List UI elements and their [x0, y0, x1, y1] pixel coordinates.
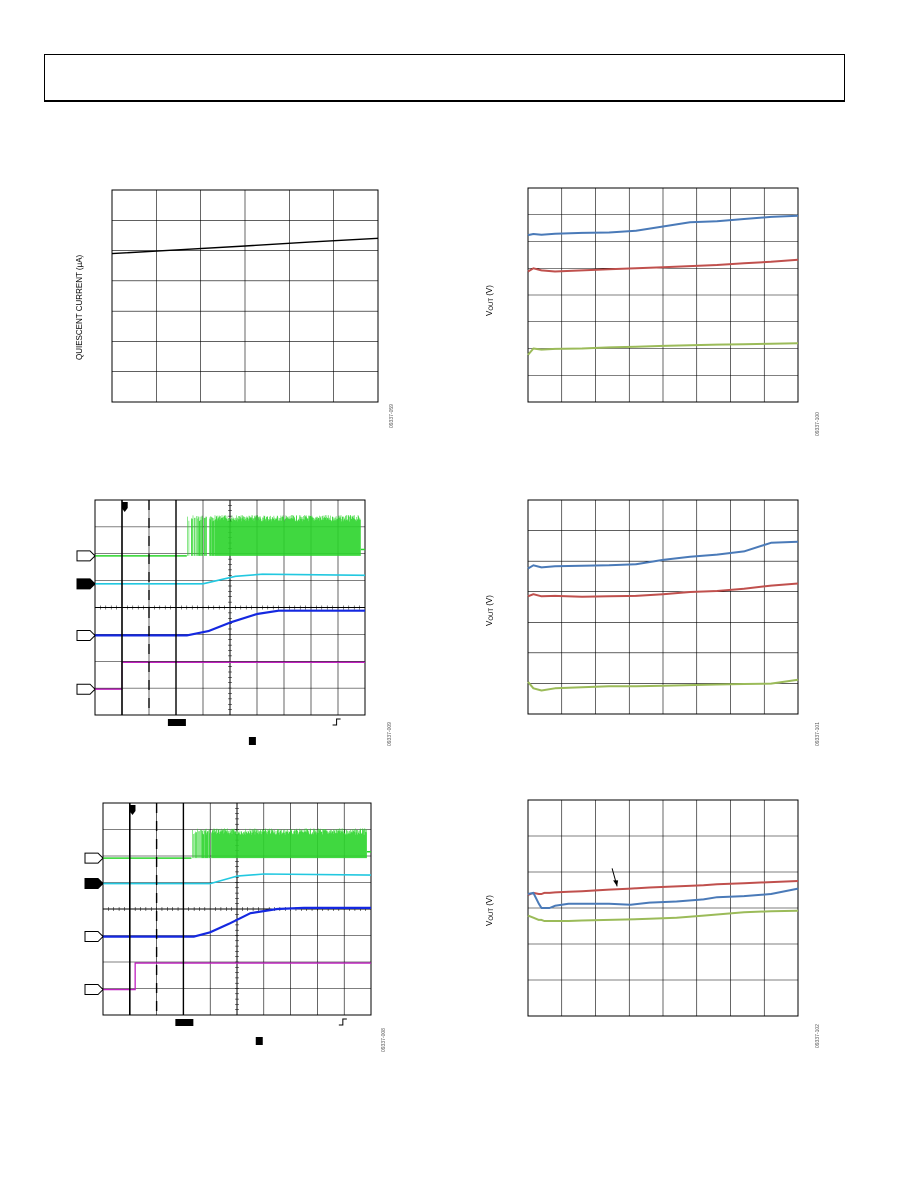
- chart-vout-3: [520, 790, 810, 1030]
- scope1-ch2-trace: [95, 573, 366, 585]
- vout2-series-0: [527, 540, 799, 570]
- vout3-annotation-arrow-head: [613, 880, 619, 887]
- vout-3-plot: [527, 799, 799, 1017]
- vout-1-y-axis-label: VOUT (V): [485, 285, 495, 316]
- scope2-trigger-edge-icon: [338, 1018, 347, 1026]
- quiescent-y-axis-label: QUIESCENT CURRENT (µA): [75, 254, 84, 360]
- chart-scope-2: [78, 793, 388, 1063]
- vout-3-figure-number: 09337-102: [815, 1024, 821, 1048]
- scope-1-figure-number: 09337-009: [387, 722, 393, 746]
- scope1-ch1-burst: [187, 515, 361, 556]
- page-header-box: [44, 54, 845, 102]
- scope1-trigger-edge-icon: [332, 718, 341, 726]
- vout1-series-1: [527, 258, 799, 273]
- scope1-channel-marker-2: [76, 578, 96, 590]
- quiescent-plot: [111, 189, 379, 403]
- vout2-series-2: [527, 678, 799, 692]
- scope2-ch2-trace: [103, 873, 372, 885]
- scope2-ch1-burst: [192, 828, 367, 859]
- vout3-series-1: [527, 887, 799, 909]
- vout-1-plot: [527, 187, 799, 403]
- vout-2-plot: [527, 499, 799, 715]
- scope-1-plot: [76, 499, 366, 745]
- scope2-status-square: [255, 1037, 263, 1045]
- scope1-status-square: [248, 737, 256, 745]
- scope1-status-block: [167, 719, 186, 726]
- vout1-series-2: [527, 342, 799, 356]
- scope2-ch3-trace: [103, 906, 371, 938]
- scope1-ch3-trace: [95, 609, 365, 637]
- vout3-series-0: [527, 880, 799, 896]
- vout-3-y-axis-label: VOUT (V): [485, 895, 495, 926]
- chart-vout-2: [520, 490, 810, 730]
- scope2-status-block: [175, 1019, 194, 1026]
- scope2-trigger-marker: [129, 805, 136, 815]
- scope1-channel-marker-1: [76, 550, 96, 562]
- vout2-series-1: [527, 582, 799, 598]
- scope-2-plot: [84, 802, 372, 1045]
- scope1-channel-marker-3: [76, 629, 96, 641]
- vout-2-y-axis-label: VOUT (V): [485, 595, 495, 626]
- scope1-channel-marker-4: [76, 683, 96, 695]
- chart-quiescent-current: [70, 180, 390, 420]
- scope-2-figure-number: 09337-008: [381, 1028, 387, 1052]
- chart-scope-1: [70, 490, 380, 760]
- vout1-series-0: [527, 214, 799, 237]
- vout3-series-2: [527, 909, 799, 922]
- vout-2-figure-number: 09337-101: [815, 722, 821, 746]
- quiescent-figure-number: 09337-059: [389, 404, 395, 428]
- scope1-trigger-marker: [121, 502, 128, 512]
- vout-1-figure-number: 09337-100: [815, 412, 821, 436]
- scope2-channel-marker-2: [84, 878, 104, 890]
- chart-vout-1: [520, 180, 810, 420]
- quiescent-series-0: [111, 237, 379, 255]
- scope2-channel-marker-3: [84, 931, 104, 943]
- scope2-channel-marker-1: [84, 852, 104, 864]
- scope2-ch4-trace: [103, 962, 371, 991]
- scope2-channel-marker-4: [84, 984, 104, 996]
